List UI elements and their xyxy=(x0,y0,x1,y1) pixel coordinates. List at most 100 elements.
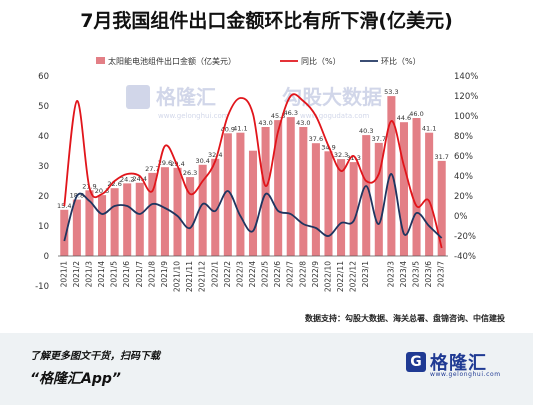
y-left-tick-label: 10 xyxy=(38,222,49,232)
bar xyxy=(374,142,383,256)
bar-value-label: 26.3 xyxy=(183,169,197,177)
x-tick-label: 2021/1 xyxy=(59,261,68,288)
mom-line xyxy=(63,173,443,242)
x-tick-label: 2022/6 xyxy=(273,261,282,288)
bar-value-label: 45.3 xyxy=(271,112,285,120)
bar-series: 15.418.821.920.322.624.224.427.729.629.4… xyxy=(57,88,449,256)
bar xyxy=(425,132,434,256)
bar xyxy=(98,195,107,256)
bar-value-label: 20.3 xyxy=(95,187,109,195)
x-tick-label: 2022/10 xyxy=(324,261,333,292)
bar-value-label: 29.4 xyxy=(170,160,184,168)
bar-value-label: 40.3 xyxy=(359,127,373,135)
bar xyxy=(286,117,295,256)
bar-value-label: 53.3 xyxy=(384,88,398,96)
bar-value-label: 41.1 xyxy=(422,125,436,133)
bar xyxy=(236,132,245,256)
bar-value-label: 46.3 xyxy=(283,109,297,117)
bar xyxy=(399,122,408,256)
bar-value-label: 31.7 xyxy=(434,153,448,161)
source-note: 数据支持：勾股大数据、海关总署、盘锦咨询、中信建投 xyxy=(305,313,505,323)
x-tick-label: 2021/10 xyxy=(173,261,182,292)
bar-value-label: 30.4 xyxy=(195,157,209,165)
x-tick-label: 2023/5 xyxy=(412,261,421,288)
bar xyxy=(135,182,144,256)
x-tick-label: 2023/6 xyxy=(424,261,433,288)
x-tick-label: 2021/8 xyxy=(147,261,156,288)
bar-value-label: 32.3 xyxy=(334,151,348,159)
y-left-tick-label: 40 xyxy=(38,132,49,142)
bar-value-label: 31.3 xyxy=(346,154,360,162)
bar-value-label: 27.7 xyxy=(145,165,159,173)
x-tick-label: 2021/4 xyxy=(97,261,106,288)
bar-value-label: 29.6 xyxy=(158,159,172,167)
x-tick-label: 2022/7 xyxy=(286,261,295,288)
x-tick-label: 2023/7 xyxy=(437,261,446,288)
bar xyxy=(274,120,283,256)
line-series xyxy=(63,93,443,249)
bar xyxy=(223,133,232,256)
y-right-tick-label: 120% xyxy=(454,92,478,102)
bar xyxy=(261,127,270,256)
y-left-tick-label: 20 xyxy=(38,192,49,202)
legend-bar-swatch xyxy=(96,57,105,64)
bar-value-label: 43.0 xyxy=(296,119,310,127)
bar-value-label: 40.9 xyxy=(221,125,235,133)
y-right-tick-label: 60% xyxy=(454,152,473,162)
bar xyxy=(337,159,346,256)
x-tick-label: 2022/9 xyxy=(311,261,320,288)
y-right-tick-label: 40% xyxy=(454,172,473,182)
bar-value-label: 24.4 xyxy=(133,175,147,183)
bar-value-label: 22.6 xyxy=(107,180,121,188)
bar xyxy=(160,167,169,256)
bar xyxy=(248,150,258,256)
bar xyxy=(349,162,358,256)
bar-value-label: 44.6 xyxy=(397,114,411,122)
bar xyxy=(173,167,182,256)
legend-yoy-label: 同比（%） xyxy=(301,56,341,66)
bar xyxy=(110,188,119,256)
yoy-line xyxy=(63,93,443,249)
y-right-tick-label: 20% xyxy=(454,192,473,202)
bar-value-label: 24.2 xyxy=(120,175,134,183)
x-tick-label: 2022/12 xyxy=(349,261,358,292)
x-tick-label: 2021/9 xyxy=(160,261,169,288)
axes: 0 10 20 30 40 50 60 -10 -40% -20% 0% 20% 40% 60% 80% 10… xyxy=(35,72,478,292)
bar xyxy=(148,172,157,256)
bar-value-label: 37.7 xyxy=(372,135,386,143)
x-tick-label: 2021/2 xyxy=(72,261,81,288)
y-right-tick-label: 80% xyxy=(454,132,473,142)
bar-value-label: 37.6 xyxy=(309,135,323,143)
brand-logo-icon: G xyxy=(406,352,426,372)
brand-name: 格隆汇 xyxy=(430,353,487,374)
x-tick-label: 2022/2 xyxy=(223,261,232,288)
watermark-left-name: 格隆汇 xyxy=(156,85,216,109)
bar xyxy=(186,177,195,256)
bar xyxy=(387,96,396,256)
bar-value-label: 41.1 xyxy=(233,125,247,133)
x-tick-label: 2022/3 xyxy=(235,261,244,288)
x-tick-label: 2021/11 xyxy=(185,261,194,292)
bar xyxy=(211,158,220,256)
bar xyxy=(72,199,81,256)
x-tick-label: 2023/3 xyxy=(386,261,395,288)
watermark-right-url: www.gogudata.com xyxy=(300,112,369,120)
bar xyxy=(123,183,132,256)
bar-value-label: 43.0 xyxy=(258,119,272,127)
x-tick-label: 2021/7 xyxy=(135,261,144,288)
y-left-tick-label: 50 xyxy=(38,102,49,112)
x-tick-label: 2022/8 xyxy=(298,261,307,288)
bar xyxy=(412,118,421,256)
bar xyxy=(60,209,69,256)
bar xyxy=(437,160,446,256)
y-right-tick-label: 100% xyxy=(454,112,478,122)
x-tick-label: 2023/4 xyxy=(399,261,408,288)
legend-mom-label: 环比（%） xyxy=(381,56,421,66)
x-tick-label: 2023/1 xyxy=(361,261,370,288)
watermark-left-url: www.gelonghui.com xyxy=(158,112,229,120)
y-right-tick-label: -40% xyxy=(454,252,476,262)
app-name: “格隆汇App” xyxy=(30,371,121,387)
watermark-logo-icon xyxy=(126,85,150,109)
x-tick-label: 2021/5 xyxy=(110,261,119,288)
